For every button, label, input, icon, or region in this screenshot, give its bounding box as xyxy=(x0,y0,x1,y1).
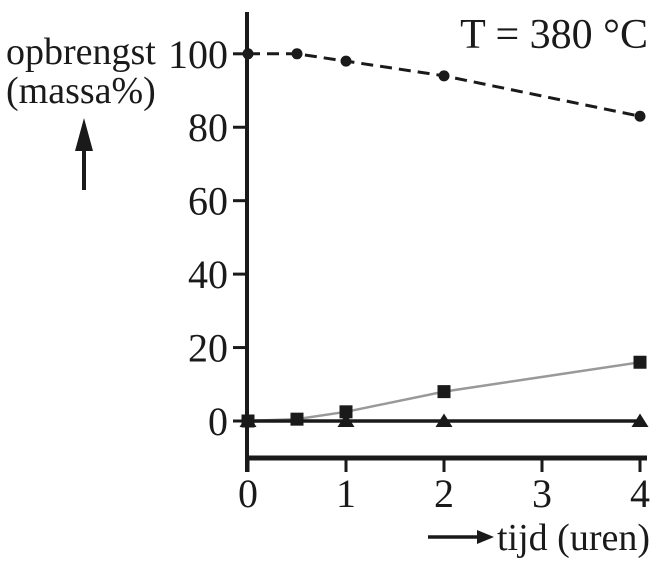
x-tick-label: 1 xyxy=(336,471,356,516)
data-point-triangle xyxy=(239,413,257,427)
data-point-circle xyxy=(634,110,646,122)
series-line-circle-series xyxy=(248,52,641,118)
x-axis-ticks: 0 1 2 3 4 xyxy=(238,458,650,516)
data-point-square xyxy=(290,412,304,426)
x-tick-label: 2 xyxy=(434,471,454,516)
series-lines-layer xyxy=(247,52,641,423)
up-arrow-icon xyxy=(75,118,93,190)
series-markers-layer xyxy=(239,48,649,428)
data-point-triangle xyxy=(631,413,649,427)
temperature-annotation: T = 380 °C xyxy=(460,12,648,58)
x-tick-label: 4 xyxy=(630,471,650,516)
right-arrow-icon xyxy=(428,530,494,544)
y-axis-title-line2: (massa%) xyxy=(6,70,156,112)
data-point-circle xyxy=(340,55,352,67)
x-tick-label: 3 xyxy=(532,471,552,516)
y-tick-label: 100 xyxy=(168,32,228,77)
y-tick-label: 0 xyxy=(208,399,228,444)
data-point-circle xyxy=(438,70,450,82)
data-point-triangle xyxy=(435,413,453,427)
data-point-circle xyxy=(242,48,254,60)
data-point-circle xyxy=(291,48,303,60)
data-point-square xyxy=(339,405,353,419)
x-tick-label: 0 xyxy=(238,471,258,516)
y-tick-label: 60 xyxy=(188,179,228,224)
y-axis-ticks: 0 20 40 60 80 100 xyxy=(168,32,247,444)
x-axis-title-label: tijd (uren) xyxy=(497,517,650,559)
data-point-square xyxy=(633,355,647,369)
data-point-triangle xyxy=(337,413,355,427)
y-axis-title-line1: opbrengst xyxy=(6,31,156,73)
y-tick-label: 40 xyxy=(188,252,228,297)
y-axis-title: opbrengst (massa%) xyxy=(6,31,156,190)
y-tick-label: 80 xyxy=(188,105,228,150)
data-point-square xyxy=(437,385,451,399)
y-tick-label: 20 xyxy=(188,326,228,371)
x-axis-title: tijd (uren) xyxy=(428,517,650,559)
